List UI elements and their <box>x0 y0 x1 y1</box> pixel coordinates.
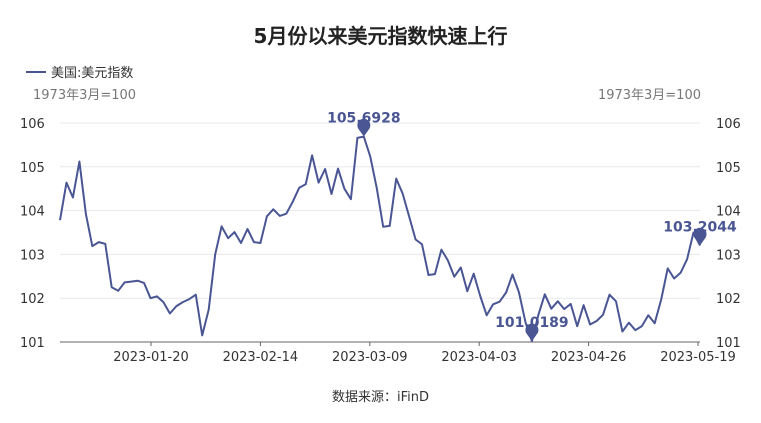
y-tick-label-left: 106 <box>20 117 45 132</box>
y-tick-label-right: 104 <box>716 205 741 220</box>
y-tick-label-left: 105 <box>20 161 45 176</box>
y-tick-label-right: 101 <box>716 336 741 351</box>
legend-label: 美国:美元指数 <box>51 66 134 81</box>
y-tick-label-right: 105 <box>716 161 741 176</box>
y-tick-label-right: 102 <box>716 292 741 307</box>
y-tick-label-right: 106 <box>716 117 741 132</box>
annotation-label: 103.2044 <box>663 219 737 235</box>
right-axis-unit: 1973年3月=100 <box>597 88 701 103</box>
x-tick-label: 2023-03-09 <box>332 350 408 365</box>
y-tick-label-left: 104 <box>20 205 45 220</box>
y-tick-label-left: 103 <box>20 248 45 263</box>
y-tick-label-left: 101 <box>20 336 45 351</box>
x-tick-label: 2023-04-26 <box>551 350 627 365</box>
legend[interactable]: 美国:美元指数 <box>26 62 133 81</box>
data-source: 数据来源：iFinD <box>331 390 429 405</box>
legend-line-swatch <box>26 70 46 73</box>
annotation-marker <box>693 227 707 246</box>
x-tick-label: 2023-01-20 <box>113 350 189 365</box>
left-axis-unit: 1973年3月=100 <box>33 88 137 103</box>
annotation-marker <box>357 118 371 137</box>
annotation-marker <box>525 323 539 342</box>
annotation-label: 105.6928 <box>327 110 401 126</box>
y-tick-label-right: 103 <box>716 248 741 263</box>
y-tick-label-left: 102 <box>20 292 45 307</box>
x-tick-label: 2023-02-14 <box>223 350 299 365</box>
series-line-usd-index <box>59 135 701 343</box>
x-tick-label: 2023-05-19 <box>660 350 736 365</box>
x-tick-label: 2023-04-03 <box>441 350 517 365</box>
chart-title: 5月份以来美元指数快速上行 <box>253 24 508 48</box>
annotation-label: 101.0189 <box>495 315 569 331</box>
